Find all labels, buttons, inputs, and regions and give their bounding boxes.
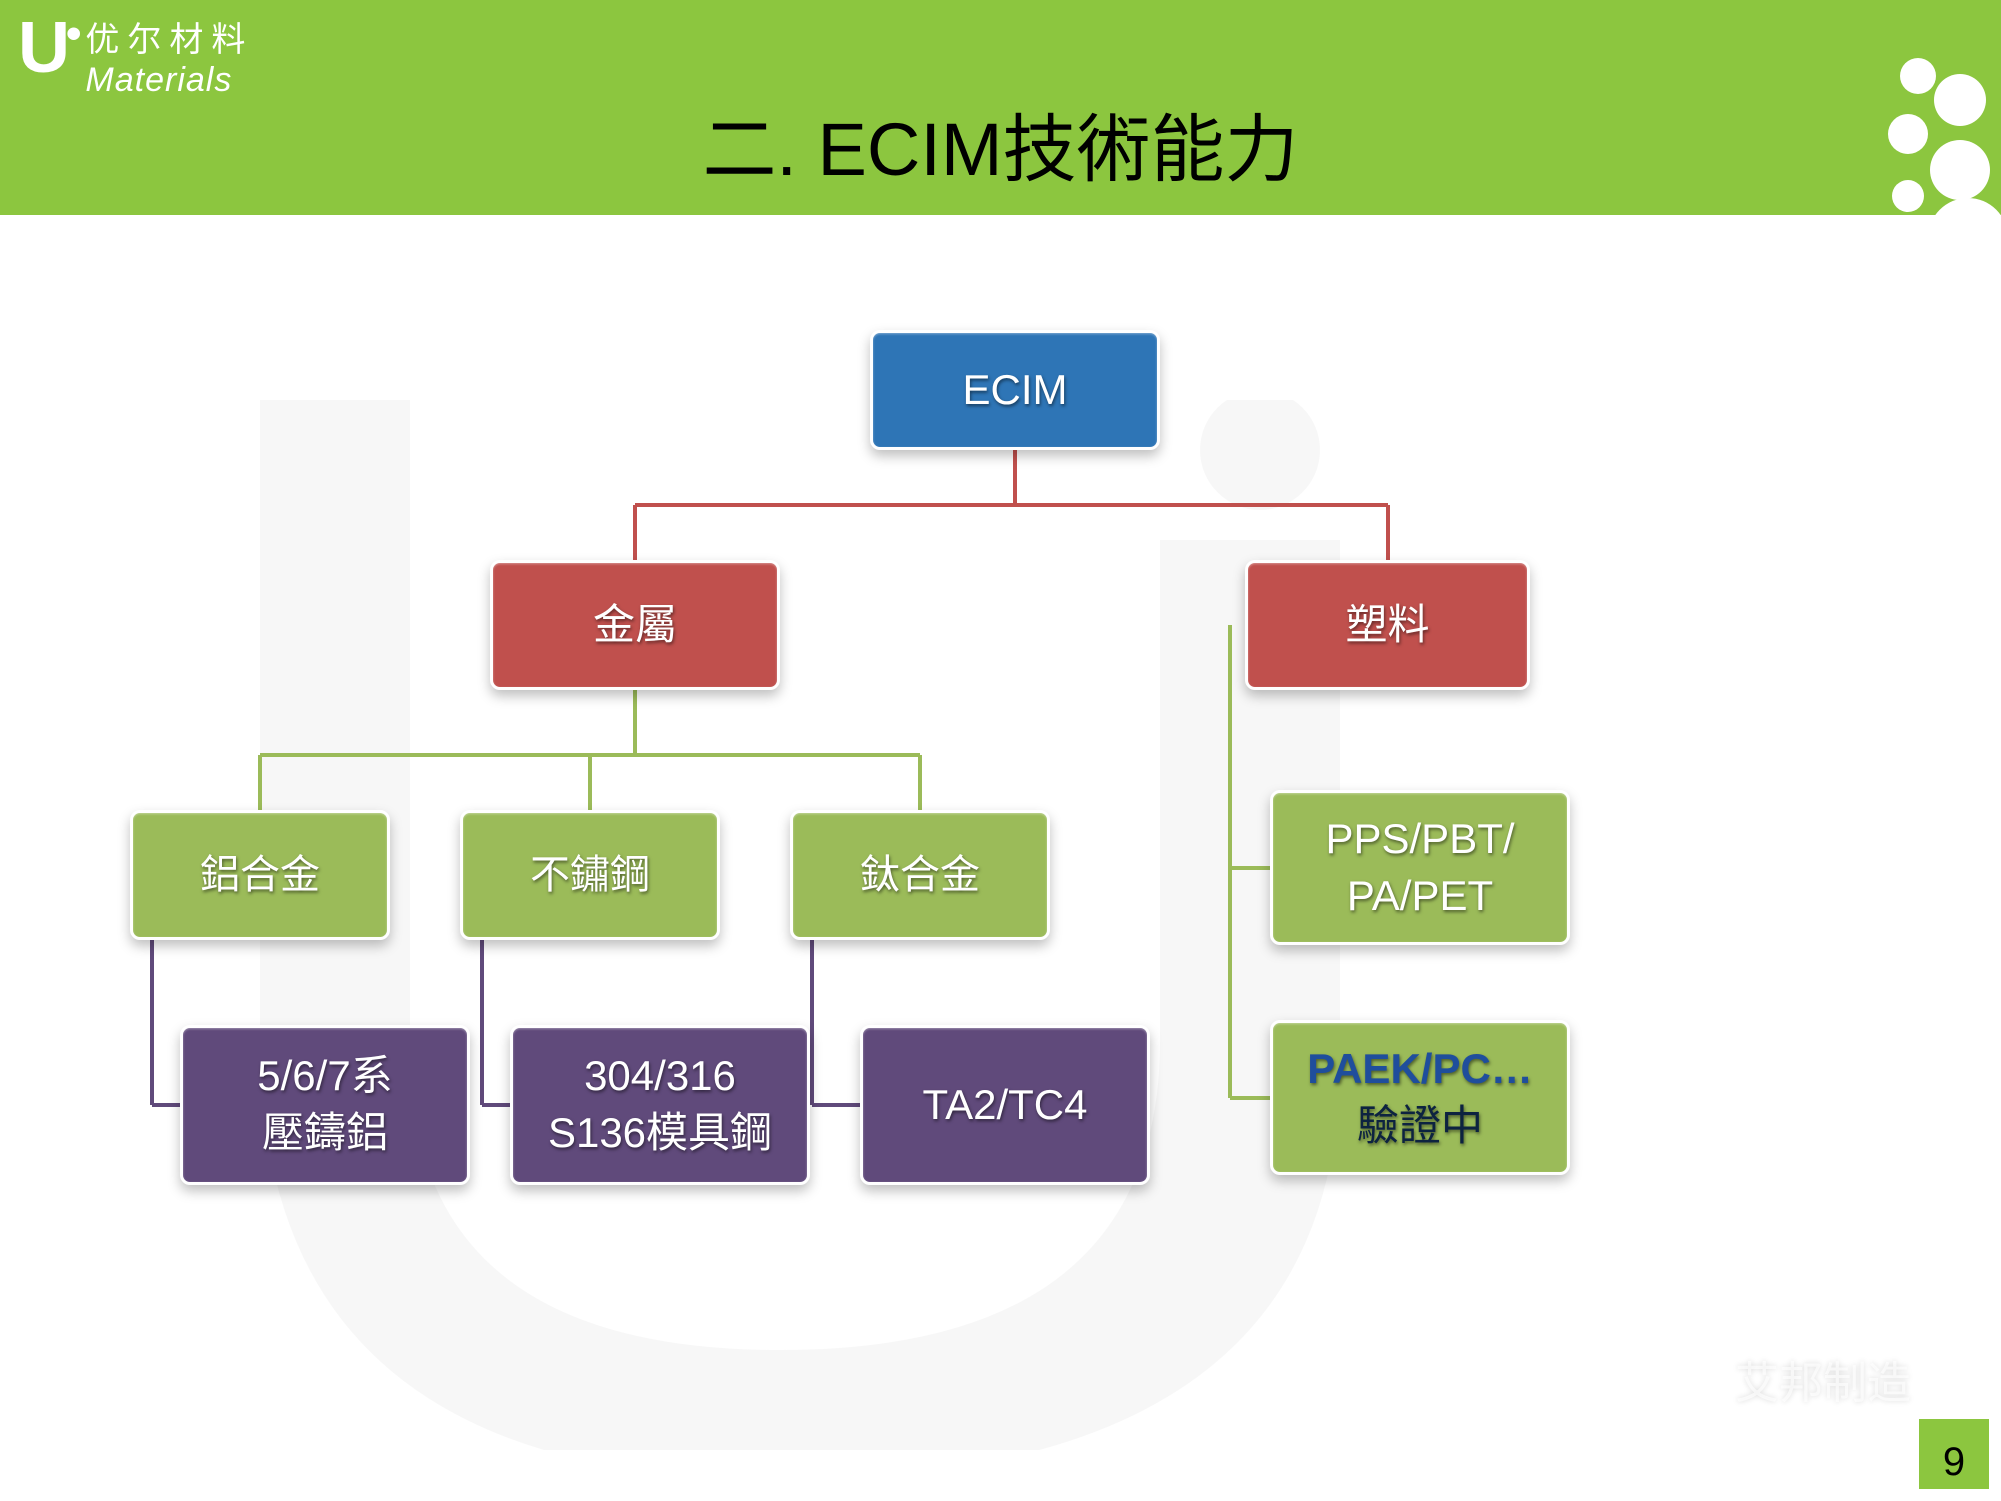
node-root: ECIM [870, 330, 1160, 450]
decorative-bubble [1888, 114, 1928, 154]
decorative-bubble [1934, 74, 1986, 126]
node-ti: 鈦合金 [790, 810, 1050, 940]
decorative-bubble [1928, 198, 2001, 278]
logo-text-cn: 优尔材料 [85, 12, 253, 61]
node-plastic: 塑料 [1245, 560, 1530, 690]
node-ss: 不鏽鋼 [460, 810, 720, 940]
node-ss_d: 304/316 S136模具鋼 [510, 1025, 810, 1185]
node-metal: 金屬 [490, 560, 780, 690]
decorative-bubble [1900, 58, 1936, 94]
node-ti_d: TA2/TC4 [860, 1025, 1150, 1185]
node-al: 鋁合金 [130, 810, 390, 940]
wechat-watermark: 艾邦制造 [1671, 1347, 1911, 1411]
decorative-bubble [1930, 140, 1990, 200]
logo-mark: U• [18, 12, 77, 84]
slide-title: 二. ECIM技術能力 [0, 90, 2001, 197]
node-pps: PPS/PBT/ PA/PET [1270, 790, 1570, 945]
wechat-icon [1671, 1356, 1723, 1402]
logo: U• 优尔材料 Materials [18, 12, 253, 100]
page-number: 9 [1943, 1440, 1965, 1485]
wechat-watermark-text: 艾邦制造 [1735, 1347, 1911, 1411]
node-paek: PAEK/PC…驗證中 [1270, 1020, 1570, 1175]
node-al_d: 5/6/7系 壓鑄鋁 [180, 1025, 470, 1185]
tree-connectors [0, 0, 2001, 1501]
decorative-bubble [1892, 180, 1924, 212]
page-number-box: 9 [1919, 1419, 1989, 1489]
